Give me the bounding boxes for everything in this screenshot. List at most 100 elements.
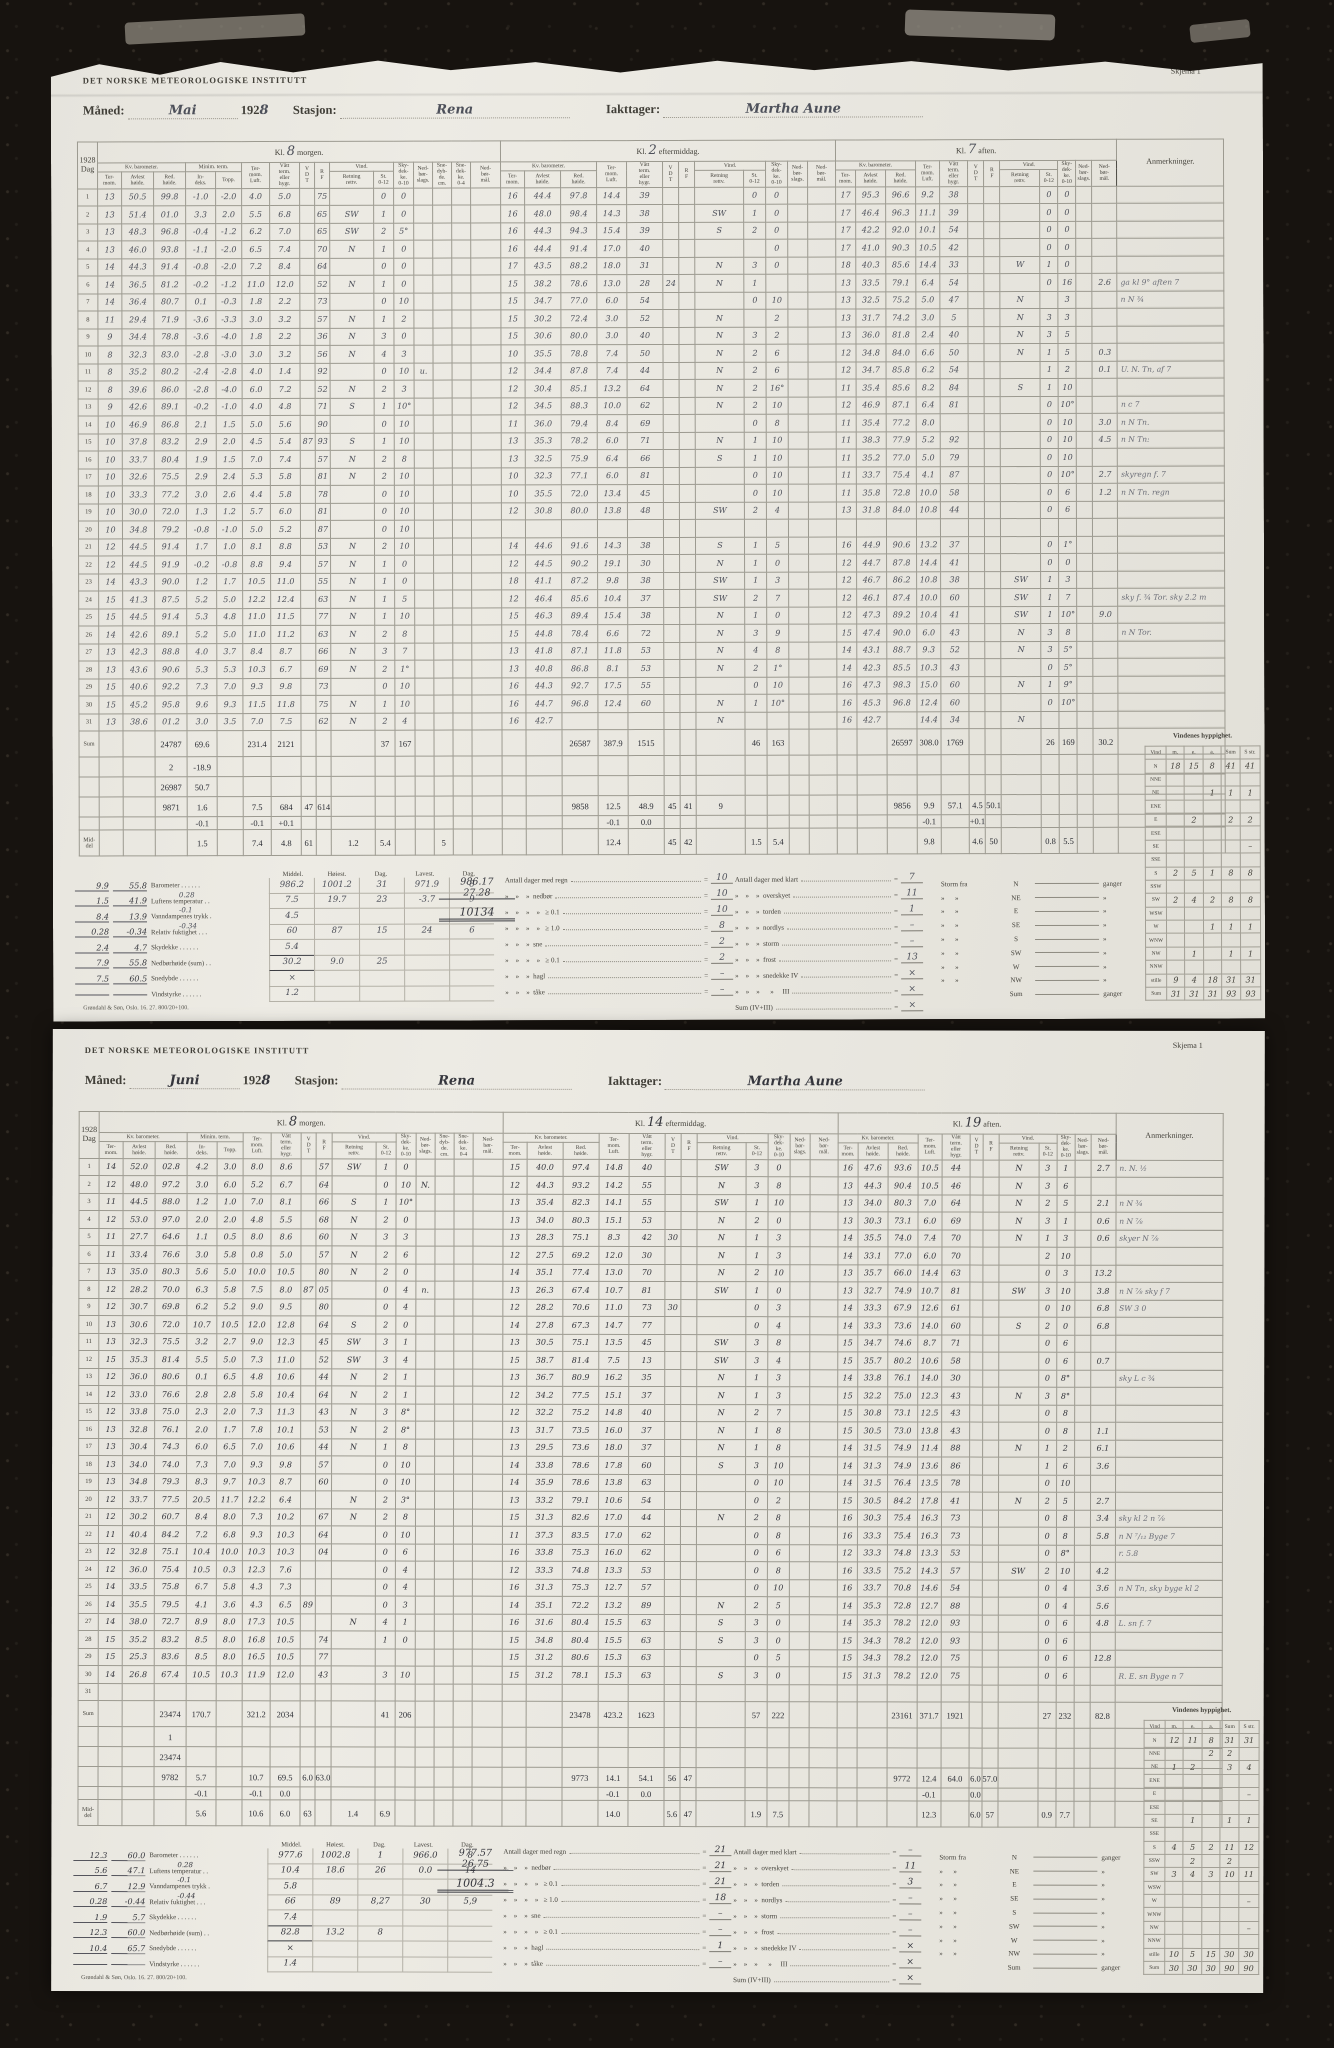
data-cell: 3 <box>1041 624 1059 642</box>
data-cell: 1 <box>374 398 394 416</box>
data-cell: 95.3 <box>856 186 886 204</box>
anm-note: n N ⅞ sky f 7 <box>1115 1282 1223 1301</box>
data-cell: 44.3 <box>526 677 562 695</box>
table-row: 17 13 30.4 74.3 6.0 6.5 7.0 10.6 44 N 1 8 13 29.5 73.6… <box>78 1438 1223 1458</box>
data-cell: 2 <box>375 625 395 643</box>
footer-cell <box>997 1801 1038 1828</box>
footer-cell <box>472 776 502 796</box>
data-cell: 0 <box>1056 1317 1075 1335</box>
data-cell: 2.1 <box>186 416 216 434</box>
equals-sign: = <box>703 875 708 884</box>
data-cell: 12 <box>98 1403 123 1421</box>
footer-cell: 1.4 <box>330 1799 375 1827</box>
data-cell <box>664 660 680 678</box>
footer-cell <box>525 1747 562 1768</box>
data-cell <box>664 695 680 713</box>
equals-sign: = <box>704 907 708 916</box>
data-cell: 53 <box>628 1211 665 1230</box>
data-cell <box>502 1683 527 1702</box>
footer-cell: 0.0 <box>627 1787 664 1801</box>
data-cell <box>982 1457 999 1475</box>
data-cell: 4.0 <box>242 363 270 381</box>
data-cell: 40.4 <box>122 1525 155 1544</box>
stats-label: Snedybde . . . . . . <box>151 975 199 983</box>
day-number: 16 <box>78 1420 99 1439</box>
footer-cell: 5.4 <box>767 828 789 854</box>
data-cell: 81.4 <box>562 1351 599 1369</box>
data-cell: 62 <box>627 397 663 415</box>
data-cell: 8 <box>1056 1509 1075 1528</box>
data-cell: 0 <box>1038 1544 1057 1563</box>
termom-header: Ter- mom. <box>99 1141 124 1159</box>
data-cell: 0 <box>766 257 788 275</box>
anmerkninger-header: Anmerkninger. <box>1117 139 1224 186</box>
footer-cell <box>472 829 502 855</box>
data-cell: 5 <box>766 537 788 555</box>
storm-row: » » SW» <box>941 946 1141 960</box>
day-number: 19 <box>78 1473 99 1491</box>
footer-cell <box>1077 728 1093 754</box>
data-cell <box>789 1526 810 1545</box>
data-cell <box>471 432 501 450</box>
anm-note <box>1115 1439 1223 1458</box>
table-row: 28 15 35.2 83.2 8.5 8.0 16.8 10.5 74 1 0 15 34.8 80.4… <box>78 1630 1223 1651</box>
paper-crease <box>51 90 1263 97</box>
data-cell <box>315 1578 332 1596</box>
storm-prefix: » » <box>939 1908 957 1917</box>
data-cell <box>1077 518 1093 536</box>
wind-count <box>1240 933 1260 946</box>
data-cell: 64.6 <box>154 1228 187 1246</box>
data-cell: 7.5 <box>271 713 301 731</box>
footer-cell: 63 <box>299 1799 315 1826</box>
data-cell: 8 <box>1056 1404 1075 1423</box>
data-cell <box>1074 1474 1091 1493</box>
wind-count <box>1201 1814 1221 1828</box>
data-cell: 8.5 <box>186 1630 217 1649</box>
data-cell: 8.0 <box>216 1613 243 1631</box>
data-cell: S <box>330 433 374 451</box>
storm-line <box>1035 980 1099 981</box>
footer-cell <box>940 1801 969 1828</box>
data-cell: 74.0 <box>154 1455 187 1474</box>
data-cell <box>766 274 788 292</box>
data-cell <box>969 659 985 677</box>
footer-cell: 2034 <box>270 1700 301 1727</box>
data-cell: 44 <box>940 501 968 519</box>
data-cell: 5.8 <box>270 485 300 503</box>
footer-cell: 47 <box>301 796 316 816</box>
data-cell: 78.2 <box>887 1649 918 1668</box>
footer-cell: -0.1 <box>597 1787 628 1801</box>
data-cell <box>969 1562 983 1580</box>
data-cell: 42.7 <box>857 711 887 729</box>
stasjon-value: Rena <box>341 1073 572 1090</box>
day-number: 15 <box>78 1403 99 1421</box>
day-number: 22 <box>79 556 99 574</box>
data-cell: 3 <box>375 1666 396 1684</box>
data-cell <box>809 572 837 590</box>
data-cell <box>452 538 471 556</box>
data-cell: 89.1 <box>154 398 186 416</box>
footer-cell <box>696 815 745 828</box>
data-cell: N <box>696 1596 746 1615</box>
data-cell: 33.5 <box>856 274 886 292</box>
vdt-header: V D T <box>663 161 679 187</box>
data-cell <box>300 1648 316 1666</box>
footer-cell <box>330 1786 375 1801</box>
footer-cell <box>695 1767 745 1788</box>
side-value: 1004.3 <box>437 1876 514 1893</box>
stats-value: 7.5 <box>269 893 314 909</box>
footer-cell <box>525 1727 562 1748</box>
data-cell: 53 <box>315 538 330 556</box>
footer-cell <box>1089 1728 1115 1749</box>
day-number: 18 <box>78 486 98 504</box>
data-cell: N <box>696 694 745 712</box>
data-cell: 0 <box>1037 1667 1056 1685</box>
data-cell: 12 <box>836 344 856 362</box>
wind-row: SSE <box>1145 853 1260 867</box>
data-cell: 0 <box>1041 431 1059 449</box>
wind-count <box>1166 907 1184 920</box>
day-number: 1 <box>78 189 98 207</box>
data-cell: 8.0 <box>216 1508 243 1526</box>
footer-cell <box>744 1767 767 1788</box>
data-cell <box>982 1509 999 1528</box>
